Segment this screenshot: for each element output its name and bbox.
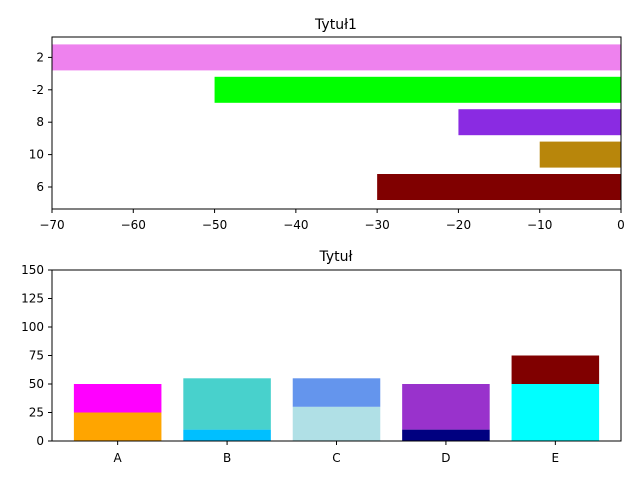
x-tick-label: E <box>552 451 560 465</box>
stacked-bar-chart: Tytuł A B C D E 0 25 50 75 100 125 150 <box>21 249 622 465</box>
bar-2 <box>52 44 621 71</box>
x-tick-label: −50 <box>202 218 227 232</box>
x-tick-label: A <box>114 451 123 465</box>
x-tick-label: −20 <box>446 218 471 232</box>
bar-E-segment-1 <box>511 384 600 441</box>
x-tick-label: C <box>332 451 340 465</box>
x-tick-label: −40 <box>283 218 308 232</box>
x-tick-label: −10 <box>527 218 552 232</box>
bar-D-segment-1 <box>402 429 490 441</box>
x-tick-label: B <box>223 451 231 465</box>
bar-B-segment-1 <box>183 429 271 441</box>
bar-10 <box>539 141 621 168</box>
y-tick-label: 25 <box>29 406 44 420</box>
bar-B-segment-2 <box>183 378 271 430</box>
bar-group <box>73 355 600 441</box>
y-tick-label: 6 <box>36 180 44 194</box>
plot-frame <box>51 36 622 210</box>
x-tick-label: −60 <box>121 218 146 232</box>
y-tick-label: 8 <box>36 115 44 129</box>
y-axis-ticks: 6 10 8 -2 2 <box>29 50 52 194</box>
bar-8 <box>458 109 621 136</box>
bar-6 <box>377 174 621 200</box>
y-tick-label: 75 <box>29 349 44 363</box>
y-tick-label: 150 <box>21 263 44 277</box>
y-tick-label: 50 <box>29 377 44 391</box>
bar-C-segment-2 <box>292 378 381 407</box>
bar-C-segment-1 <box>292 406 381 441</box>
y-tick-label: 10 <box>29 148 44 162</box>
horizontal-bar-chart: Tytuł1 −70 −60 −50 −40 −30 −20 −10 0 6 10 8 -2 2 <box>29 17 625 232</box>
x-axis-ticks: A B C D E <box>114 441 560 465</box>
bar-A-segment-2 <box>73 384 162 413</box>
x-tick-label: −70 <box>39 218 64 232</box>
y-tick-label: 0 <box>36 434 44 448</box>
bar--2 <box>214 76 622 103</box>
y-tick-label: 2 <box>36 50 44 64</box>
y-tick-label: -2 <box>32 83 44 97</box>
y-tick-label: 100 <box>21 320 44 334</box>
bar-group <box>52 44 622 200</box>
bar-E-segment-2 <box>511 355 600 384</box>
x-axis-ticks: −70 −60 −50 −40 −30 −20 −10 0 <box>39 209 625 232</box>
y-axis-ticks: 0 25 50 75 100 125 150 <box>21 263 52 448</box>
x-tick-label: −30 <box>364 218 389 232</box>
bar-D-segment-2 <box>402 384 490 430</box>
x-tick-label: 0 <box>617 218 625 232</box>
bar-A-segment-1 <box>73 412 162 441</box>
chart-title: Tytuł <box>319 249 353 265</box>
y-tick-label: 125 <box>21 292 44 306</box>
chart-title: Tytuł1 <box>314 17 357 33</box>
x-tick-label: D <box>441 451 450 465</box>
